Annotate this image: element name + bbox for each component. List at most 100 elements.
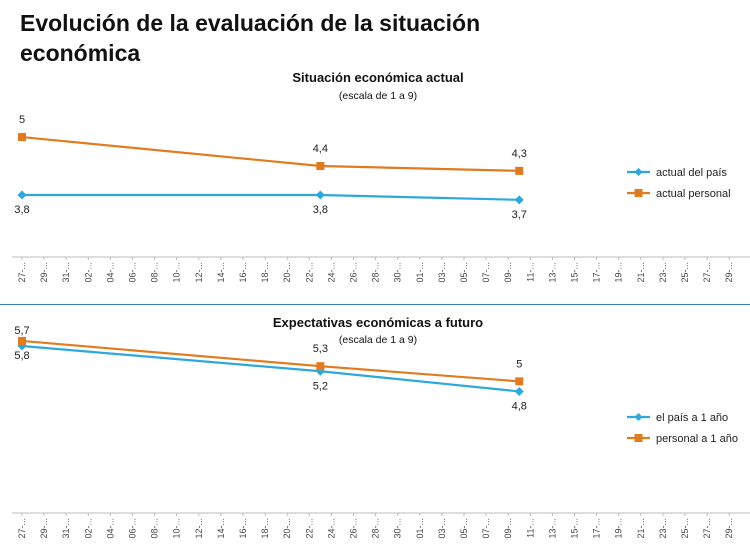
c2-point-square: [316, 362, 325, 371]
c1-x-tick-label: 30-...: [393, 262, 403, 283]
c1-point-diamond: [17, 190, 27, 200]
c1-x-tick-label: 26-...: [349, 262, 359, 283]
c2-x-tick-label: 11-...: [525, 518, 535, 538]
c1-point-square: [515, 166, 524, 175]
c1-legend-marker-diamond: [634, 168, 643, 176]
c1-x-tick-label: 29-...: [724, 262, 734, 283]
c2-x-tick-label: 15-...: [570, 518, 580, 539]
c2-x-tick-label: 21-...: [636, 518, 646, 539]
c1-x-tick-label: 06-...: [128, 262, 138, 283]
c2-x-tick-label: 25-...: [680, 518, 690, 539]
c2-chart-title: Expectativas económicas a futuro: [273, 315, 483, 330]
c2-series-line-2: [21, 339, 520, 383]
c2-x-tick-label: 29-...: [39, 518, 49, 539]
c1-x-tick-label: 21-...: [636, 262, 646, 283]
c2-x-tick-label: 24-...: [326, 518, 336, 539]
c2-x-tick-label: 17-...: [592, 518, 602, 539]
c1-x-tick-label: 19-...: [614, 262, 624, 283]
c2-x-tick-label: 07-...: [481, 518, 491, 539]
c2-data-label: 5,3: [313, 343, 328, 355]
c2-x-tick-label: 22-...: [304, 518, 314, 539]
c2-data-label: 5,7: [14, 325, 29, 337]
c2-data-label: 5,2: [313, 380, 328, 392]
c1-x-tick-label: 11-...: [525, 262, 535, 282]
c1-data-label: 5: [19, 114, 25, 126]
c1-x-tick-label: 05-...: [459, 262, 469, 283]
c1-x-tick-label: 14-...: [216, 262, 226, 283]
c1-chart-subtitle: (escala de 1 a 9): [339, 90, 417, 102]
c2-x-tick-label: 05-...: [459, 518, 469, 539]
c2-point-square: [515, 377, 524, 386]
c1-x-tick-label: 18-...: [260, 262, 270, 283]
c1-x-tick-label: 08-...: [150, 262, 160, 283]
c1-x-tick-label: 10-...: [172, 262, 182, 283]
c2-data-label: 4,8: [512, 400, 527, 412]
c2-legend-marker-diamond: [634, 413, 643, 421]
c2-x-tick-label: 19-...: [614, 518, 624, 539]
c1-x-tick-label: 03-...: [437, 262, 447, 283]
c1-x-tick-label: 20-...: [282, 262, 292, 283]
c2-x-tick-label: 13-...: [547, 518, 557, 539]
c2-x-tick-label: 12-...: [194, 518, 204, 539]
c1-x-tick-label: 24-...: [326, 262, 336, 283]
c2-x-tick-label: 31-...: [61, 518, 71, 539]
c2-x-tick-label: 14-...: [216, 518, 226, 539]
c2-chart-subtitle: (escala de 1 a 9): [339, 334, 417, 346]
c1-data-label: 3,8: [14, 204, 29, 216]
c1-x-tick-label: 13-...: [547, 262, 557, 283]
c1-x-tick-label: 02-...: [83, 262, 93, 283]
c1-x-tick-label: 31-...: [61, 262, 71, 283]
c1-point-diamond: [514, 195, 524, 205]
c2-x-tick-label: 10-...: [172, 518, 182, 539]
c1-data-label: 3,7: [512, 209, 527, 221]
c1-x-tick-label: 16-...: [238, 262, 248, 283]
c1-x-tick-label: 23-...: [658, 262, 668, 283]
c2-x-tick-label: 18-...: [260, 518, 270, 539]
c1-x-tick-label: 28-...: [371, 262, 381, 283]
c2-legend-label: personal a 1 año: [656, 433, 738, 445]
c2-x-tick-label: 28-...: [371, 518, 381, 539]
chart-divider: [0, 304, 750, 305]
c2-data-label: 5: [516, 358, 522, 370]
c2-x-tick-label: 06-...: [128, 518, 138, 539]
c1-x-tick-label: 12-...: [194, 262, 204, 283]
c2-point-diamond: [514, 386, 524, 396]
c1-x-tick-label: 09-...: [503, 262, 513, 283]
c1-x-tick-label: 17-...: [592, 262, 602, 283]
c1-data-label: 4,4: [313, 143, 328, 155]
c1-x-tick-label: 01-...: [415, 262, 425, 283]
page-title: Evolución de la evaluación de la situaci…: [20, 10, 481, 66]
c1-x-tick-label: 29-...: [39, 262, 49, 283]
c1-chart-title: Situación económica actual: [292, 70, 463, 85]
c2-point-square: [18, 336, 26, 345]
c1-data-label: 4,3: [512, 148, 527, 160]
c1-x-tick-label: 27-...: [17, 262, 27, 283]
c1-x-tick-label: 07-...: [481, 262, 491, 283]
c2-x-tick-label: 16-...: [238, 518, 248, 539]
c1-x-tick-label: 22-...: [304, 262, 314, 283]
c1-point-diamond: [315, 190, 325, 200]
c2-x-tick-label: 04-...: [105, 518, 115, 539]
c2-legend-label: el país a 1 año: [656, 412, 728, 424]
c1-point-square: [316, 162, 325, 171]
c1-x-tick-label: 27-...: [702, 262, 712, 283]
c1-x-tick-label: 15-...: [570, 262, 580, 283]
c2-x-tick-label: 02-...: [83, 518, 93, 539]
c2-x-tick-label: 26-...: [349, 518, 359, 539]
c2-x-tick-label: 30-...: [393, 518, 403, 539]
c2-x-tick-label: 08-...: [150, 518, 160, 539]
c1-legend-label: actual del país: [656, 167, 727, 179]
c2-x-tick-label: 27-...: [17, 518, 27, 539]
c2-series-line-1: [21, 344, 520, 393]
c2-x-tick-label: 29-...: [724, 518, 734, 539]
c2-x-tick-label: 09-...: [503, 518, 513, 539]
c1-data-label: 3,8: [313, 204, 328, 216]
c2-legend-marker-square: [634, 434, 643, 442]
c2-x-tick-label: 03-...: [437, 518, 447, 539]
c1-x-tick-label: 04-...: [105, 262, 115, 283]
c1-legend-marker-square: [634, 189, 643, 197]
c2-x-tick-label: 20-...: [282, 518, 292, 539]
c2-x-tick-label: 27-...: [702, 518, 712, 539]
c1-x-tick-label: 25-...: [680, 262, 690, 283]
